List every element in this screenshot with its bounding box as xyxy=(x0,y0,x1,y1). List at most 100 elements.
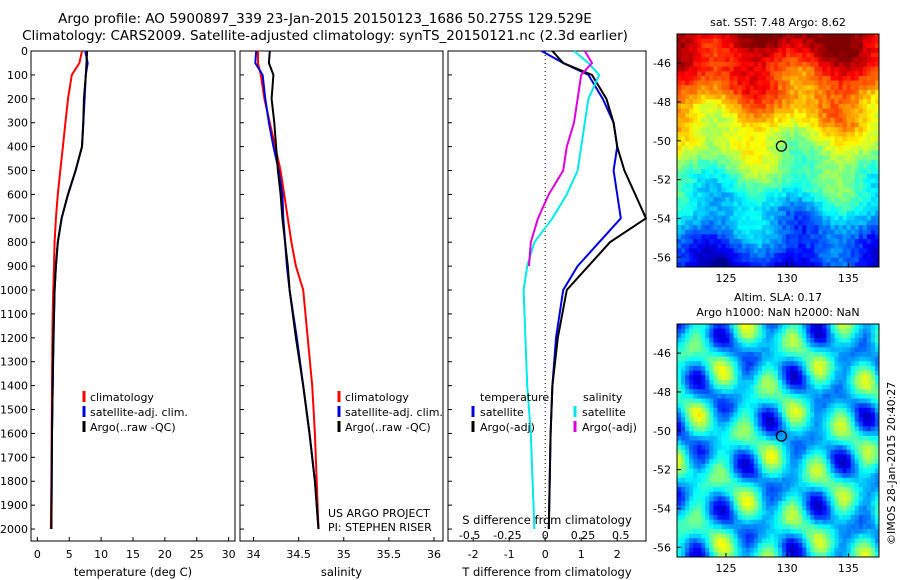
heatmap-cell xyxy=(842,473,848,479)
heatmap-cell xyxy=(765,524,771,530)
heatmap-cell xyxy=(753,85,759,91)
heatmap-cell xyxy=(802,192,807,198)
heatmap-cell xyxy=(761,66,767,72)
heatmap-cell xyxy=(685,61,690,68)
heatmap-cell xyxy=(693,459,698,465)
heatmap-cell xyxy=(705,187,710,193)
heatmap-cell xyxy=(790,131,795,137)
heatmap-cell xyxy=(834,417,839,423)
heatmap-cell xyxy=(697,61,702,68)
heatmap-cell xyxy=(721,257,726,263)
heatmap-cell xyxy=(761,94,767,100)
heatmap-cell xyxy=(842,164,848,170)
heatmap-cell xyxy=(761,248,767,254)
heatmap-cell xyxy=(709,477,714,483)
heatmap-cell xyxy=(826,262,831,268)
heatmap-cell xyxy=(786,43,791,49)
heatmap-cell xyxy=(842,243,848,249)
heatmap-cell xyxy=(778,529,783,535)
heatmap-cell xyxy=(814,389,819,395)
heatmap-cell xyxy=(810,487,815,493)
heatmap-cell xyxy=(773,94,779,100)
heatmap-cell xyxy=(874,342,880,348)
heatmap-cell xyxy=(677,328,682,334)
heatmap-cell xyxy=(854,449,860,455)
heatmap-cell xyxy=(769,324,775,330)
heatmap-cell xyxy=(794,52,799,58)
heatmap-cell xyxy=(757,482,763,488)
heatmap-cell xyxy=(794,220,799,226)
heatmap-cell xyxy=(794,122,799,128)
heatmap-cell xyxy=(850,477,856,483)
heatmap-cell xyxy=(773,463,779,469)
heatmap-cell xyxy=(866,178,872,184)
heatmap-cell xyxy=(838,52,844,58)
heatmap-cell xyxy=(818,122,823,128)
heatmap-cell xyxy=(822,496,827,502)
heatmap-cell xyxy=(782,384,787,390)
heatmap-cell xyxy=(733,370,738,376)
heatmap-cell xyxy=(830,257,835,263)
heatmap-cell xyxy=(810,80,815,86)
heatmap-cell xyxy=(681,75,686,81)
heatmap-cell xyxy=(705,117,710,123)
heatmap-cell xyxy=(693,229,698,235)
heatmap-cell xyxy=(834,136,839,142)
heatmap-cell xyxy=(741,435,747,441)
legend-label: satellite xyxy=(582,406,626,419)
heatmap-cell xyxy=(866,225,872,231)
heatmap-cell xyxy=(753,136,759,142)
heatmap-cell xyxy=(693,389,698,395)
heatmap-cell xyxy=(850,164,856,170)
heatmap-cell xyxy=(862,473,868,479)
heatmap-cell xyxy=(798,150,803,156)
heatmap-cell xyxy=(761,426,767,432)
heatmap-cell xyxy=(709,389,714,395)
heatmap-cell xyxy=(842,440,848,446)
heatmap-cell xyxy=(778,351,783,358)
heatmap-cell xyxy=(677,262,682,268)
heatmap-cell xyxy=(802,515,807,521)
heatmap-cell xyxy=(862,192,868,198)
heatmap-cell xyxy=(842,426,848,432)
heatmap-cell xyxy=(790,365,795,371)
heatmap-cell xyxy=(745,117,751,123)
heatmap-cell xyxy=(765,365,771,371)
heatmap-cell xyxy=(765,440,771,446)
heatmap-cell xyxy=(769,117,775,123)
heatmap-cell xyxy=(685,225,690,231)
heatmap-cell xyxy=(753,215,759,221)
heatmap-cell xyxy=(822,187,827,193)
heatmap-cell xyxy=(725,328,730,334)
heatmap-cell xyxy=(681,533,686,539)
heatmap-cell xyxy=(794,187,799,193)
heatmap-cell xyxy=(850,211,856,217)
heatmap-cell xyxy=(794,150,799,156)
heatmap-cell xyxy=(842,347,848,353)
heatmap-cell xyxy=(822,384,827,390)
heatmap-cell xyxy=(850,173,856,179)
heatmap-cell xyxy=(709,351,714,358)
heatmap-cell xyxy=(826,412,831,418)
heatmap-cell xyxy=(790,482,795,488)
heatmap-cell xyxy=(854,491,860,497)
heatmap-cell xyxy=(725,482,730,488)
heatmap-cell xyxy=(834,206,839,212)
heatmap-cell xyxy=(709,239,714,245)
heatmap-cell xyxy=(705,347,710,353)
heatmap-cell xyxy=(794,206,799,212)
heatmap-cell xyxy=(810,347,815,353)
heatmap-cell xyxy=(810,136,815,142)
heatmap-cell xyxy=(870,94,876,100)
heatmap-cell xyxy=(858,34,864,40)
heatmap-cell xyxy=(697,473,702,479)
heatmap-cell xyxy=(830,192,835,198)
heatmap-cell xyxy=(790,159,795,165)
heatmap-cell xyxy=(866,375,872,381)
heatmap-cell xyxy=(677,173,682,179)
heatmap-cell xyxy=(822,449,827,455)
heatmap-cell xyxy=(733,426,738,432)
heatmap-cell xyxy=(802,384,807,390)
heatmap-cell xyxy=(858,57,864,63)
heatmap-cell xyxy=(729,80,734,86)
